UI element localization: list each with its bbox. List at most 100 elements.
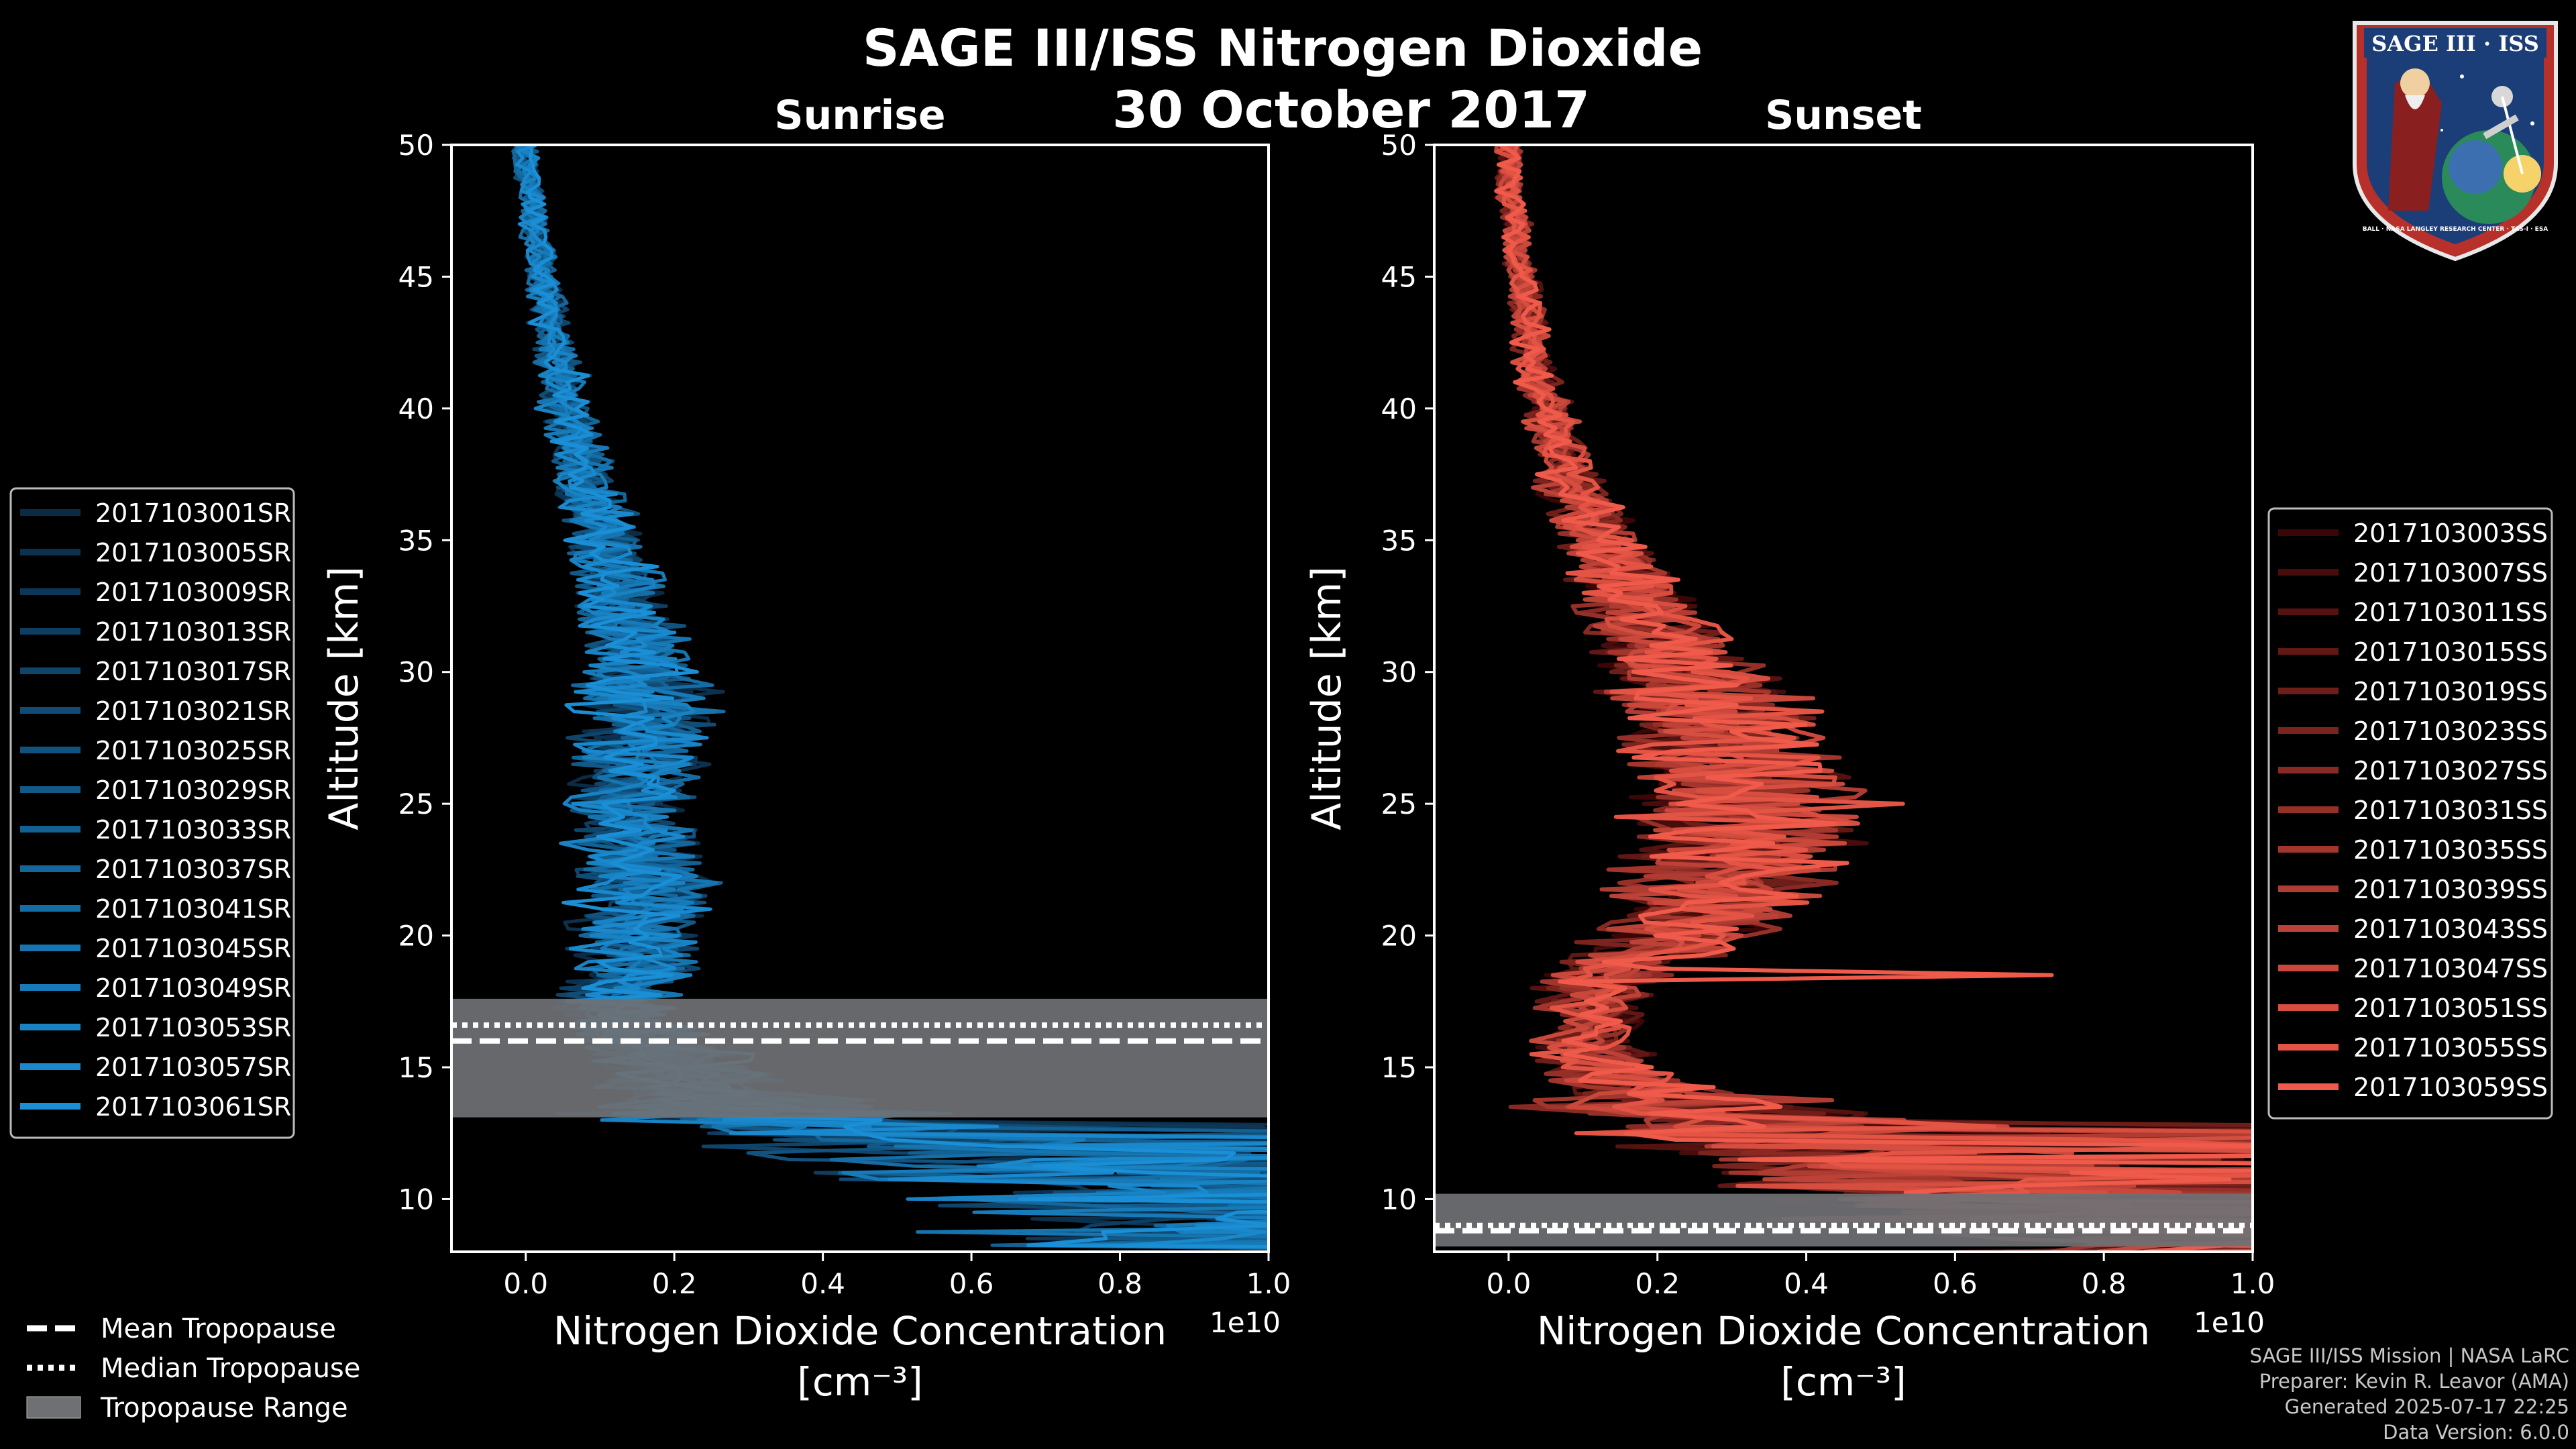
sunrise-legend-entry: 2017103041SR — [95, 894, 291, 924]
sunset-x-tick-label: 0.8 — [2082, 1267, 2127, 1300]
sunrise-legend-entry: 2017103057SR — [95, 1053, 291, 1082]
sunrise-legend-entry: 2017103053SR — [95, 1013, 291, 1042]
sunrise-legend-entry: 2017103045SR — [95, 934, 291, 963]
sunset-legend-entry: 2017103059SS — [2353, 1073, 2548, 1102]
sunset-y-tick-label: 30 — [1381, 656, 1417, 689]
sunset-y-tick-label: 35 — [1381, 524, 1417, 557]
legend-tropopause-label: Median Tropopause — [101, 1353, 360, 1384]
sunset-profile-line — [1494, 145, 2253, 1252]
credits-version: Data Version: 6.0.0 — [2383, 1421, 2569, 1444]
figure-title: SAGE III/ISS Nitrogen Dioxide — [863, 18, 1703, 78]
sunrise-x-tick-label: 0.8 — [1097, 1267, 1142, 1300]
sunrise-y-tick-label: 45 — [398, 260, 434, 293]
sunset-y-tick-label: 25 — [1381, 788, 1417, 820]
sunrise-legend-entry: 2017103017SR — [95, 657, 291, 686]
sunrise-x-tick-label: 0.4 — [800, 1267, 845, 1300]
sunrise-panel: 0.0 0.2 0.4 0.6 0.8 1.0 10 15 20 25 30 35 40 45 50 1e10… — [321, 92, 1291, 1405]
sunset-legend-entry: 2017103047SS — [2353, 954, 2548, 983]
sunset-subtitle: Sunset — [1765, 92, 1922, 139]
sunrise-legend-entry: 2017103029SR — [95, 775, 291, 805]
legend-tropopause-label: Tropopause Range — [100, 1393, 348, 1424]
sunset-x-axis-label: Nitrogen Dioxide Concentration — [1537, 1308, 2150, 1354]
sunrise-legend-entry: 2017103013SR — [95, 617, 291, 647]
figure-date: 30 October 2017 — [1112, 80, 1590, 140]
sunrise-y-tick-label: 20 — [398, 920, 434, 953]
sunrise-x-axis-label: Nitrogen Dioxide Concentration — [553, 1308, 1167, 1354]
sunset-legend: 2017103003SS 2017103007SS 2017103011SS 2017… — [2267, 507, 2553, 1120]
sunrise-legend-entry: 2017103005SR — [95, 538, 291, 568]
figure-credits: SAGE III/ISS Mission | NASA LaRC Prepare… — [2250, 1343, 2569, 1445]
sunrise-tropopause-range-band — [451, 998, 1269, 1118]
sunset-y-axis-label: Altitude [km] — [1303, 566, 1350, 830]
sunset-legend-entry: 2017103031SS — [2353, 796, 2548, 825]
sunrise-axes-frame — [450, 144, 1270, 1253]
sunrise-legend-entry: 2017103049SR — [95, 973, 291, 1003]
sunset-legend-box — [2267, 507, 2553, 1120]
legend-tropopause-range-swatch — [26, 1396, 81, 1419]
sunset-x-axis-unit: [cm⁻³] — [1780, 1359, 1907, 1405]
sunset-x-tick-label: 0.6 — [1933, 1267, 1978, 1300]
sunset-legend-entry: 2017103003SS — [2353, 519, 2548, 548]
sunrise-legend-entry: 2017103037SR — [95, 855, 291, 884]
sunrise-y-tick-label: 35 — [398, 524, 434, 557]
sunset-legend-entry: 2017103011SS — [2353, 598, 2548, 627]
sunrise-legend-entry: 2017103061SR — [95, 1092, 291, 1122]
sunrise-legend-entry: 2017103021SR — [95, 696, 291, 726]
sunset-legend-entry: 2017103039SS — [2353, 875, 2548, 904]
sunrise-x-tick-label: 0.6 — [949, 1267, 994, 1300]
sunset-x-tick-label: 1.0 — [2231, 1267, 2275, 1300]
sunset-x-tick-label: 0.2 — [1635, 1267, 1680, 1300]
credits-generated: Generated 2025-07-17 22:25 — [2284, 1395, 2569, 1418]
sunset-legend-entry: 2017103019SS — [2353, 677, 2548, 706]
sunset-legend-entry: 2017103027SS — [2353, 756, 2548, 786]
sunset-y-tick-label: 45 — [1381, 260, 1417, 293]
sunset-y-tick-label: 15 — [1381, 1051, 1417, 1084]
sunset-x-multiplier: 1e10 — [2194, 1306, 2265, 1339]
sunset-legend-entry: 2017103023SS — [2353, 716, 2548, 746]
sunset-legend-entry: 2017103051SS — [2353, 994, 2548, 1023]
sunrise-x-tick-label: 1.0 — [1246, 1267, 1291, 1300]
sunrise-x-tick-label: 0.2 — [652, 1267, 697, 1300]
sunset-profile-line — [1502, 145, 2253, 1248]
sunrise-y-tick-label: 40 — [398, 392, 434, 425]
sunrise-legend-box — [9, 487, 295, 1139]
tropopause-legend: Mean Tropopause Median Tropopause Tropopau… — [26, 1313, 360, 1424]
sunset-legend-entry: 2017103007SS — [2353, 558, 2548, 588]
sunset-axes-frame — [1433, 144, 2254, 1253]
sunrise-legend-entry: 2017103001SR — [95, 498, 291, 528]
sunset-plot-area — [1434, 145, 2253, 1252]
sunrise-y-tick-label: 10 — [398, 1183, 434, 1216]
sunrise-legend-entry: 2017103009SR — [95, 578, 291, 607]
sunrise-y-tick-label: 50 — [398, 129, 434, 162]
sunset-y-tick-label: 50 — [1381, 129, 1417, 162]
legend-tropopause-label: Mean Tropopause — [101, 1313, 336, 1344]
sunset-x-tick-label: 0.0 — [1487, 1267, 1532, 1300]
sunrise-y-axis-label: Altitude [km] — [321, 566, 368, 830]
sunrise-x-axis-unit: [cm⁻³] — [797, 1359, 923, 1405]
sunrise-x-tick-label: 0.0 — [503, 1267, 548, 1300]
sunrise-legend-entry: 2017103025SR — [95, 736, 291, 765]
sunset-y-tick-label: 40 — [1381, 392, 1417, 425]
sunset-legend-entry: 2017103015SS — [2353, 637, 2548, 667]
sunrise-legend: 2017103001SR 2017103005SR 2017103009SR 2017… — [9, 487, 295, 1139]
sunrise-y-tick-label: 15 — [398, 1051, 434, 1084]
sunset-y-tick-label: 20 — [1381, 920, 1417, 953]
sage-iii-iss-mission-logo: SAGE III · ISS BALL · NASA LANGLEY RESEA… — [2353, 21, 2558, 262]
sunset-legend-entry: 2017103055SS — [2353, 1033, 2548, 1063]
sunrise-plot-area — [451, 145, 1269, 1250]
credits-mission: SAGE III/ISS Mission | NASA LaRC — [2249, 1344, 2569, 1367]
sunset-legend-entry: 2017103043SS — [2353, 914, 2548, 944]
credits-preparer: Preparer: Kevin R. Leavor (AMA) — [2259, 1370, 2569, 1393]
sunrise-legend-entry: 2017103033SR — [95, 815, 291, 845]
sunset-legend-entry: 2017103035SS — [2353, 835, 2548, 865]
logo-top-text: SAGE III · ISS — [2371, 31, 2539, 56]
sunrise-subtitle: Sunrise — [774, 92, 945, 139]
sunrise-y-tick-label: 25 — [398, 788, 434, 820]
logo-ring-text: BALL · NASA LANGLEY RESEARCH CENTER · TA… — [2363, 226, 2548, 233]
sunrise-y-tick-label: 30 — [398, 656, 434, 689]
sunset-y-tick-label: 10 — [1381, 1183, 1417, 1216]
sunset-panel: 0.0 0.2 0.4 0.6 0.8 1.0 10 15 20 25 30 35 40 45 50 1e10… — [1303, 92, 2275, 1405]
sunrise-x-multiplier: 1e10 — [1210, 1306, 1281, 1339]
sunset-tropopause-range-band — [1434, 1193, 2253, 1247]
